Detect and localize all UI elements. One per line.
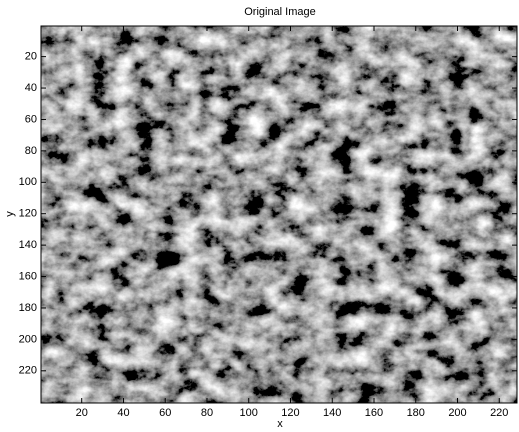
y-axis-label: y	[4, 211, 16, 217]
x-tick-label: 120	[281, 407, 299, 419]
y-tick-label: 100	[19, 176, 37, 188]
x-tick-label: 200	[448, 407, 466, 419]
x-tick-label: 60	[159, 407, 171, 419]
x-tick-label: 160	[365, 407, 383, 419]
y-tick-label: 200	[19, 333, 37, 345]
x-tick-label: 20	[76, 407, 88, 419]
y-tick-label: 180	[19, 302, 37, 314]
y-tick-label: 160	[19, 270, 37, 282]
x-tick-label: 40	[117, 407, 129, 419]
x-tick-label: 220	[490, 407, 508, 419]
axes-box	[40, 25, 518, 404]
y-tick-label: 220	[19, 365, 37, 377]
plot-area: 20 40 60 80 100 120 140 160 180 200 220 20 40 60 80 100…	[19, 25, 518, 419]
x-axis-label: x	[277, 418, 283, 430]
x-tick-label: 100	[240, 407, 258, 419]
x-tick-label: 140	[323, 407, 341, 419]
image	[41, 26, 517, 403]
y-tick-label: 140	[19, 239, 37, 251]
x-tick-label: 80	[201, 407, 213, 419]
y-tick-label: 80	[25, 145, 37, 157]
chart-title: Original Image	[244, 6, 316, 18]
x-tick-label: 180	[407, 407, 425, 419]
y-tick-label: 20	[25, 51, 37, 63]
y-tick-label: 40	[25, 82, 37, 94]
y-tick-label: 60	[25, 113, 37, 125]
y-tick-label: 120	[19, 208, 37, 220]
